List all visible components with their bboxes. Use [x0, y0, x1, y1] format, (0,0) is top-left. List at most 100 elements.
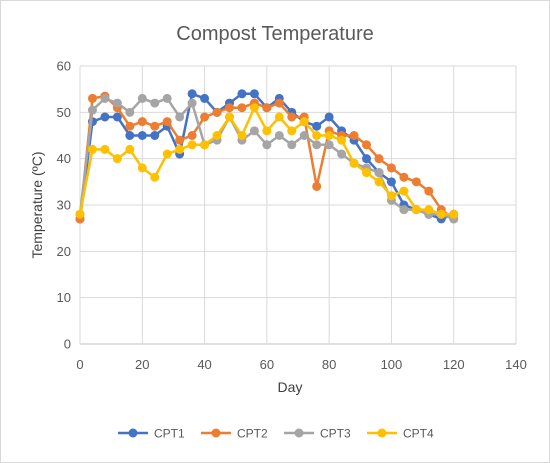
- data-point: [125, 144, 135, 154]
- y-tick-label: 40: [57, 151, 71, 166]
- data-point: [399, 205, 409, 215]
- x-axis-ticks: 0 20 40 60 80 100 120 140: [76, 357, 526, 372]
- legend-swatch-marker: [211, 428, 221, 438]
- data-point: [287, 112, 297, 122]
- x-tick-label: 120: [443, 357, 465, 372]
- data-point: [299, 117, 309, 127]
- data-point: [125, 131, 135, 140]
- data-point: [162, 117, 172, 127]
- data-point: [362, 168, 372, 178]
- data-point: [175, 144, 185, 154]
- x-tick-label: 80: [322, 357, 336, 372]
- data-point: [150, 121, 160, 131]
- data-point: [249, 89, 259, 99]
- data-point: [162, 93, 172, 103]
- gridlines: [79, 65, 517, 345]
- legend-swatch-marker: [377, 428, 387, 438]
- data-point: [237, 103, 247, 113]
- data-point: [187, 98, 197, 108]
- x-tick-label: 40: [197, 357, 211, 372]
- data-point: [324, 140, 334, 150]
- data-point: [100, 144, 110, 154]
- data-point: [137, 93, 147, 103]
- data-point: [349, 158, 359, 168]
- x-tick-label: 0: [76, 357, 83, 372]
- data-point: [436, 209, 446, 219]
- data-point: [274, 98, 284, 108]
- data-point: [362, 154, 372, 164]
- data-point: [200, 112, 210, 122]
- x-tick-label: 60: [260, 357, 274, 372]
- data-point: [125, 107, 135, 117]
- data-point: [162, 149, 172, 159]
- data-point: [100, 93, 110, 103]
- y-tick-label: 30: [57, 198, 71, 213]
- legend-swatch-marker: [128, 428, 138, 438]
- data-point: [274, 112, 284, 122]
- data-point: [324, 131, 334, 140]
- data-point: [187, 89, 197, 99]
- data-point: [386, 191, 396, 201]
- data-point: [112, 112, 122, 122]
- data-point: [187, 140, 197, 150]
- legend-label: CPT1: [154, 427, 185, 441]
- data-point: [224, 112, 234, 122]
- x-axis-label: Day: [278, 379, 303, 395]
- data-point: [150, 98, 160, 108]
- data-point: [411, 177, 421, 187]
- data-point: [212, 131, 222, 140]
- data-point: [411, 205, 421, 215]
- data-point: [287, 140, 297, 150]
- data-point: [312, 131, 322, 140]
- legend: CPT1 CPT2 CPT3 CPT4: [118, 427, 434, 441]
- legend-item-cpt4: CPT4: [367, 427, 434, 441]
- data-point: [362, 140, 372, 150]
- data-point: [262, 140, 272, 150]
- legend-item-cpt1: CPT1: [118, 427, 185, 441]
- data-point: [150, 131, 160, 140]
- data-point: [212, 107, 222, 117]
- data-point: [224, 103, 234, 113]
- data-point: [87, 93, 97, 103]
- data-point: [187, 131, 197, 140]
- data-point: [175, 112, 185, 122]
- data-point: [424, 205, 434, 215]
- data-point: [237, 131, 247, 140]
- data-point: [399, 172, 409, 182]
- data-point: [100, 112, 110, 122]
- data-point: [237, 89, 247, 99]
- legend-item-cpt3: CPT3: [284, 427, 351, 441]
- x-tick-label: 100: [381, 357, 403, 372]
- y-tick-label: 50: [57, 105, 71, 120]
- data-point: [137, 163, 147, 173]
- series-cpt4: [75, 103, 459, 219]
- data-point: [349, 131, 359, 140]
- data-point: [249, 103, 259, 113]
- data-point: [386, 177, 396, 187]
- chart-title: Compost Temperature: [176, 23, 374, 45]
- data-point: [374, 168, 384, 178]
- data-point: [125, 121, 135, 131]
- data-point: [262, 103, 272, 113]
- data-point: [312, 140, 322, 150]
- data-point: [75, 209, 85, 219]
- x-tick-label: 20: [135, 357, 149, 372]
- data-point: [200, 93, 210, 103]
- data-point: [150, 172, 160, 182]
- x-tick-label: 140: [505, 357, 527, 372]
- data-point: [374, 177, 384, 187]
- legend-label: CPT4: [403, 427, 434, 441]
- legend-item-cpt2: CPT2: [201, 427, 268, 441]
- y-tick-label: 60: [57, 59, 71, 74]
- y-tick-label: 10: [57, 290, 71, 305]
- data-point: [312, 121, 322, 131]
- data-point: [287, 126, 297, 136]
- data-point: [249, 126, 259, 136]
- data-point: [87, 144, 97, 154]
- data-point: [312, 181, 322, 191]
- data-point: [424, 186, 434, 196]
- y-axis-ticks: 0 10 20 30 40 50 60: [57, 59, 71, 352]
- series-layer: [75, 89, 459, 224]
